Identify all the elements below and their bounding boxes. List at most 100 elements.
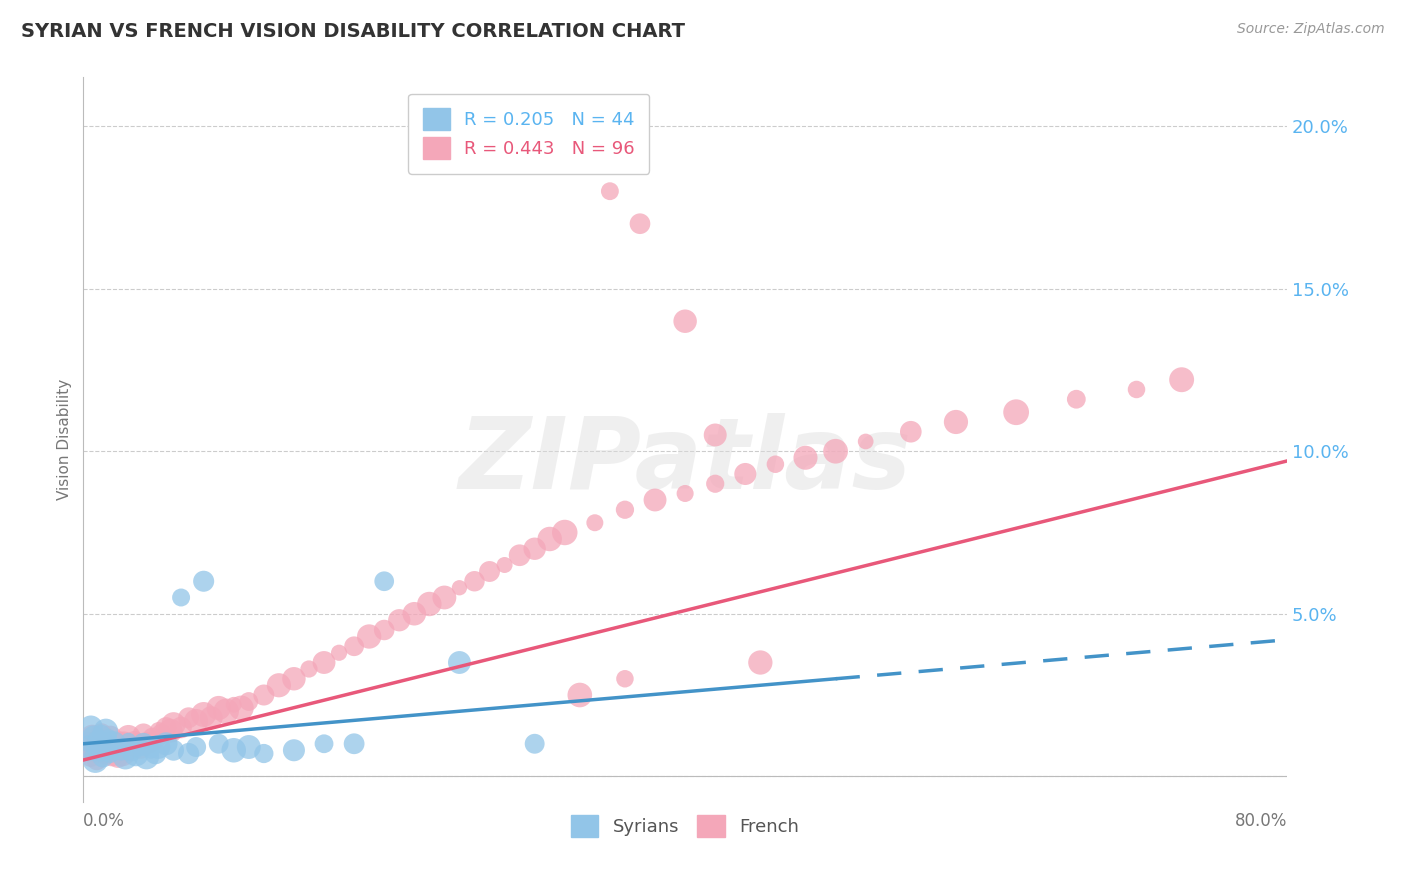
Point: [509, 548, 531, 562]
Point: [222, 743, 245, 757]
Point: [148, 739, 170, 754]
Point: [91, 749, 114, 764]
Point: [93, 737, 115, 751]
Point: [117, 733, 139, 747]
Point: [86, 739, 108, 754]
Point: [101, 747, 124, 761]
Point: [298, 662, 321, 676]
Point: [139, 743, 162, 757]
Point: [83, 747, 105, 761]
Point: [162, 743, 184, 757]
Point: [84, 739, 107, 754]
Point: [200, 711, 222, 725]
Point: [494, 558, 516, 572]
Point: [945, 415, 967, 429]
Point: [96, 739, 118, 754]
Point: [1005, 405, 1028, 419]
Point: [177, 747, 200, 761]
Point: [114, 749, 136, 764]
Point: [373, 574, 395, 589]
Point: [644, 493, 666, 508]
Point: [120, 743, 142, 757]
Point: [108, 733, 131, 747]
Point: [76, 743, 98, 757]
Point: [97, 731, 120, 745]
Point: [177, 711, 200, 725]
Point: [148, 723, 170, 738]
Point: [704, 428, 727, 442]
Point: [132, 727, 155, 741]
Point: [433, 591, 456, 605]
Y-axis label: Vision Disability: Vision Disability: [58, 379, 72, 500]
Point: [145, 733, 167, 747]
Point: [83, 731, 105, 745]
Point: [94, 723, 117, 738]
Point: [231, 701, 253, 715]
Point: [749, 656, 772, 670]
Point: [613, 672, 636, 686]
Point: [193, 707, 215, 722]
Point: [568, 688, 591, 702]
Point: [110, 743, 132, 757]
Point: [312, 737, 335, 751]
Point: [107, 749, 129, 764]
Point: [138, 737, 160, 751]
Point: [170, 721, 193, 735]
Point: [704, 476, 727, 491]
Point: [89, 743, 111, 757]
Point: [283, 672, 305, 686]
Point: [554, 525, 576, 540]
Point: [112, 737, 135, 751]
Point: [208, 701, 231, 715]
Point: [208, 737, 231, 751]
Point: [673, 486, 696, 500]
Point: [283, 743, 305, 757]
Point: [135, 749, 157, 764]
Point: [343, 737, 366, 751]
Point: [114, 743, 136, 757]
Point: [80, 749, 103, 764]
Point: [449, 581, 471, 595]
Point: [418, 597, 440, 611]
Point: [145, 747, 167, 761]
Point: [538, 532, 561, 546]
Point: [155, 721, 177, 735]
Point: [1125, 383, 1147, 397]
Point: [84, 753, 107, 767]
Point: [103, 737, 125, 751]
Point: [132, 737, 155, 751]
Point: [523, 737, 546, 751]
Point: [76, 737, 98, 751]
Point: [86, 753, 108, 767]
Point: [184, 739, 207, 754]
Point: [359, 630, 381, 644]
Point: [343, 639, 366, 653]
Point: [824, 444, 846, 458]
Point: [125, 747, 148, 761]
Point: [141, 731, 163, 745]
Text: 80.0%: 80.0%: [1234, 812, 1286, 830]
Point: [794, 450, 817, 465]
Point: [80, 721, 103, 735]
Point: [90, 727, 112, 741]
Point: [135, 733, 157, 747]
Point: [1170, 373, 1192, 387]
Text: ZIPatlas: ZIPatlas: [458, 413, 911, 510]
Point: [89, 747, 111, 761]
Point: [159, 723, 181, 738]
Point: [449, 656, 471, 670]
Point: [523, 541, 546, 556]
Point: [100, 747, 122, 761]
Point: [111, 747, 134, 761]
Point: [82, 743, 104, 757]
Point: [184, 714, 207, 728]
Point: [117, 731, 139, 745]
Point: [127, 737, 149, 751]
Point: [105, 739, 128, 754]
Point: [267, 678, 290, 692]
Point: [673, 314, 696, 328]
Point: [94, 749, 117, 764]
Point: [97, 743, 120, 757]
Point: [93, 737, 115, 751]
Point: [599, 184, 621, 198]
